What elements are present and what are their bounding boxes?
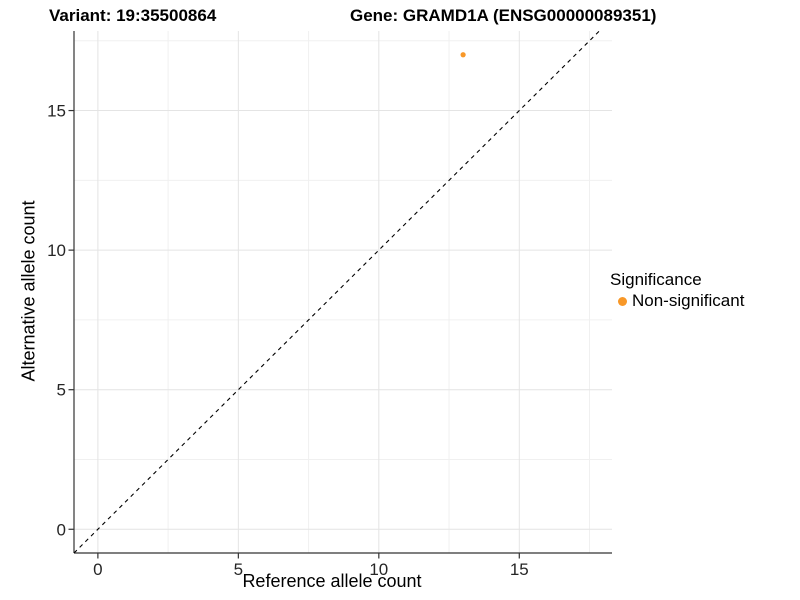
legend-item-label: Non-significant [632,291,745,310]
legend-title: Significance [610,270,702,289]
legend-point-icon [618,296,627,306]
y-tick-label: 10 [47,241,66,260]
x-axis-title: Reference allele count [242,571,422,591]
y-tick-label: 5 [57,381,66,400]
legend: Significance Non-significant [608,270,744,311]
x-tick-label: 10 [369,560,388,579]
identity-reference-line [73,30,600,554]
y-tick-label: 0 [57,520,66,539]
x-tick-label: 0 [93,560,102,579]
data-point [460,52,466,58]
x-tick-label: 5 [234,560,243,579]
legend-item-non-significant: Non-significant [608,291,744,311]
y-tick-label: 15 [47,102,66,121]
variant-title: Variant: 19:35500864 [49,6,217,25]
x-tick-label: 15 [510,560,529,579]
gene-title: Gene: GRAMD1A (ENSG00000089351) [350,6,657,25]
